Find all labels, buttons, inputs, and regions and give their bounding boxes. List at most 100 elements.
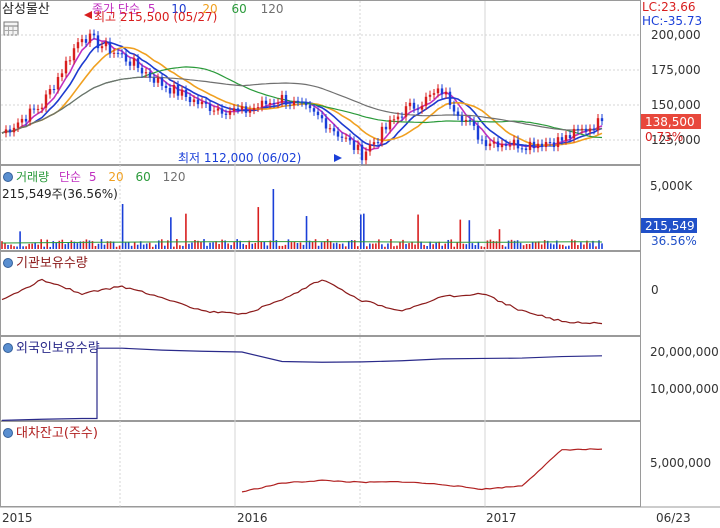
institution-toggle-icon[interactable] xyxy=(3,258,13,268)
candle-body xyxy=(192,99,196,103)
volume-bar xyxy=(577,245,579,249)
calendar-icon[interactable] xyxy=(3,21,19,36)
candle-body xyxy=(96,35,100,49)
volume-bar xyxy=(124,242,127,249)
volume-bar xyxy=(281,245,284,249)
volume-bar xyxy=(73,241,76,249)
institution-panel: 기관보유수량 0 xyxy=(1,256,659,325)
candle-body xyxy=(328,128,332,130)
lending-toggle-icon[interactable] xyxy=(3,428,13,438)
volume-bar xyxy=(537,241,540,249)
volume-bar xyxy=(179,245,181,249)
candle-body xyxy=(484,140,488,147)
volume-legend-ma20: 20 xyxy=(108,170,123,184)
foreign-toggle-icon[interactable] xyxy=(3,343,13,353)
candle-body xyxy=(580,128,584,130)
candle-body xyxy=(140,67,144,74)
volume-bar xyxy=(595,246,597,249)
candle-body xyxy=(420,105,424,110)
candle-body xyxy=(60,73,64,78)
candle-body xyxy=(108,41,112,54)
volume-bar xyxy=(426,246,428,249)
candle-body xyxy=(456,111,460,116)
volume-bar xyxy=(516,240,519,249)
volume-bar xyxy=(323,241,326,249)
volume-bar xyxy=(477,241,480,249)
volume-bar xyxy=(151,246,154,249)
volume-bar xyxy=(176,239,178,249)
candle-body xyxy=(512,139,516,146)
candle-body xyxy=(184,89,188,97)
candle-body xyxy=(88,33,92,43)
volume-bar xyxy=(335,242,338,249)
volume-bar xyxy=(67,242,70,249)
volume-bar xyxy=(402,239,404,249)
high-label: 최고 215,500 (05/27) xyxy=(94,10,217,24)
volume-legend: 거래량 단순 5 20 60 120 xyxy=(16,170,185,184)
low-annotation: 최저 112,000 (06/02) xyxy=(178,151,342,165)
volume-bar xyxy=(118,245,121,249)
candle-body xyxy=(576,128,580,130)
volume-bar xyxy=(88,240,91,249)
foreign-panel-frame xyxy=(0,336,641,421)
foreign-title: 외국인보유수량 xyxy=(16,341,100,356)
candle-body xyxy=(360,144,364,161)
legend-ma60: 60 xyxy=(232,2,247,16)
volume-bar xyxy=(366,246,368,249)
volume-bar xyxy=(230,245,232,249)
volume-bar xyxy=(411,241,413,249)
volume-bar xyxy=(209,242,211,249)
price-panel: 삼성물산 종가 단순 5 10 20 60 120 LC:23.66 HC:-3… xyxy=(1,0,702,165)
volume-bar xyxy=(284,244,287,249)
volume-bar xyxy=(278,245,281,249)
volume-bar xyxy=(558,244,561,249)
volume-toggle-icon[interactable] xyxy=(3,172,13,182)
x-label-2017: 2017 xyxy=(486,511,517,525)
candle-body xyxy=(248,109,252,113)
volume-badge: 215,549 36.56% xyxy=(641,218,697,248)
candle-body xyxy=(312,108,316,112)
price-y-tick: 125,000 xyxy=(651,133,701,147)
volume-bar xyxy=(387,243,389,249)
candle-body xyxy=(52,89,56,91)
candle-body xyxy=(244,106,248,113)
legend-ma5: 5 xyxy=(148,2,156,16)
volume-bar xyxy=(299,242,302,249)
volume-bar xyxy=(170,217,172,249)
candle-body xyxy=(448,91,452,105)
volume-bar xyxy=(112,241,115,249)
volume-bar xyxy=(130,245,133,249)
volume-panel-frame xyxy=(0,165,641,251)
candle-body xyxy=(316,111,320,116)
volume-bar xyxy=(239,240,241,249)
candle-body xyxy=(128,61,132,66)
volume-bar xyxy=(423,244,425,249)
volume-bar xyxy=(329,240,332,249)
volume-bar xyxy=(194,240,196,249)
candle-body xyxy=(432,93,436,95)
volume-bar xyxy=(353,240,356,249)
candle-body xyxy=(324,118,328,129)
volume-bar xyxy=(28,243,30,249)
volume-bar xyxy=(359,214,362,249)
volume-bar xyxy=(471,243,474,249)
price-y-tick: 200,000 xyxy=(651,28,701,42)
volume-bar xyxy=(462,243,465,249)
candle-body xyxy=(528,141,532,151)
change-pct: 0.73% xyxy=(645,130,683,144)
volume-bar xyxy=(583,244,585,249)
volume-bar xyxy=(546,240,549,249)
legend-ma20: 20 xyxy=(202,2,217,16)
candle-body xyxy=(404,106,408,117)
legend-ma120: 120 xyxy=(261,2,284,16)
volume-bar xyxy=(22,246,24,249)
volume-bar xyxy=(474,245,477,249)
candle-body xyxy=(64,60,68,74)
lending-line xyxy=(241,448,603,493)
candle-body xyxy=(144,72,148,74)
candle-body xyxy=(600,118,604,122)
volume-bar xyxy=(115,246,118,249)
volume-bar xyxy=(94,245,97,249)
volume-bar xyxy=(396,245,398,249)
volume-bar xyxy=(91,241,94,249)
